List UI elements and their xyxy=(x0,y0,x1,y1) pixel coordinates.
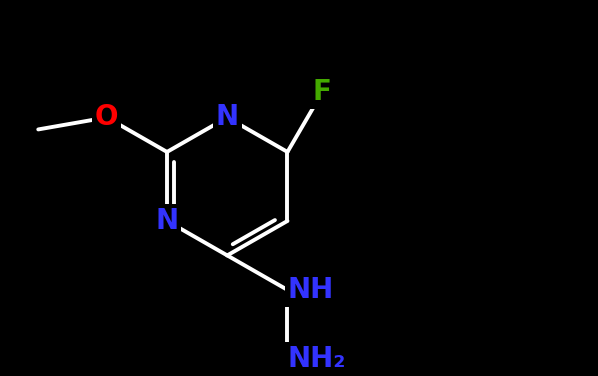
Text: N: N xyxy=(155,207,179,235)
Text: NH: NH xyxy=(288,276,334,304)
Text: F: F xyxy=(313,78,332,106)
Text: N: N xyxy=(216,103,239,132)
Text: NH₂: NH₂ xyxy=(288,345,346,373)
Text: O: O xyxy=(95,103,118,132)
